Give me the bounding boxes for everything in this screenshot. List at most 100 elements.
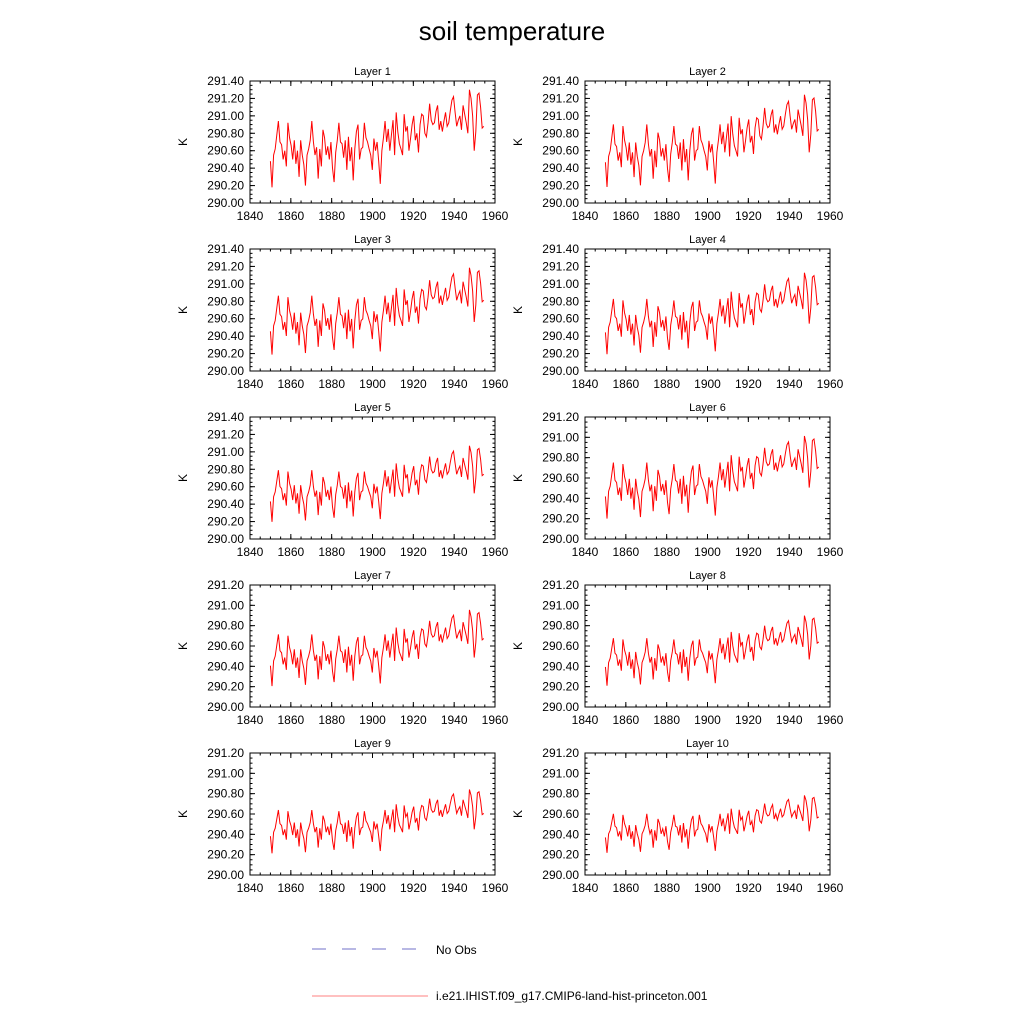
x-tick-label: 1960 (482, 713, 509, 727)
series-line (604, 272, 820, 355)
y-tick-label: 290.80 (207, 462, 244, 476)
x-tick-label: 1940 (441, 209, 468, 223)
x-tick-label: 1920 (400, 209, 427, 223)
panel-title: Layer 1 (354, 66, 391, 78)
x-tick-label: 1880 (653, 881, 680, 895)
legend-model-label: i.e21.IHIST.f09_g17.CMIP6-land-hist-prin… (436, 989, 708, 1003)
series-line (269, 609, 485, 687)
x-tick-label: 1840 (237, 713, 264, 727)
y-tick-label: 291.20 (207, 91, 244, 105)
y-tick-label: 290.20 (207, 347, 244, 361)
series-line (604, 795, 820, 853)
series-line (604, 435, 820, 519)
x-tick-label: 1880 (318, 713, 345, 727)
y-tick-label: 291.40 (542, 242, 579, 256)
x-tick-label: 1840 (572, 209, 599, 223)
panel-layer-9: Layer 9 290.00 290.20 290.40 290.60 290.80 291… (176, 738, 509, 895)
y-tick-label: 291.00 (542, 430, 579, 444)
y-tick-label: 290.60 (207, 480, 244, 494)
y-tick-label: 291.00 (542, 766, 579, 780)
x-tick-label: 1960 (817, 209, 844, 223)
y-tick-label: 291.40 (207, 410, 244, 424)
y-tick-label: 290.80 (207, 619, 244, 633)
plot-frame (249, 416, 496, 540)
x-tick-label: 1900 (694, 209, 721, 223)
y-tick-label: 290.40 (542, 161, 579, 175)
panel-title: Layer 4 (689, 234, 726, 246)
panel-layer-10: Layer 10 290.00 290.20 290.40 290.60 290.80 29… (511, 738, 844, 895)
x-tick-label: 1860 (277, 209, 304, 223)
y-tick-label: 290.00 (542, 700, 579, 714)
x-tick-label: 1840 (237, 545, 264, 559)
x-tick-label: 1860 (277, 881, 304, 895)
y-tick-label: 290.20 (207, 848, 244, 862)
x-tick-label: 1840 (237, 377, 264, 391)
y-tick-label: 291.00 (207, 109, 244, 123)
panel-layer-7: Layer 7 290.00 290.20 290.40 290.60 290.80 291… (176, 570, 509, 727)
panel-layer-6: Layer 6 290.00 290.20 290.40 290.60 290.80 291… (511, 402, 844, 559)
y-tick-label: 290.00 (207, 868, 244, 882)
x-tick-label: 1960 (482, 545, 509, 559)
x-tick-label: 1880 (653, 713, 680, 727)
y-tick-label: 290.40 (542, 329, 579, 343)
series-line (269, 89, 485, 188)
y-tick-label: 290.00 (207, 196, 244, 210)
y-tick-label: 290.40 (207, 497, 244, 511)
x-tick-label: 1960 (817, 881, 844, 895)
x-tick-label: 1920 (735, 209, 762, 223)
plot-frame (249, 248, 496, 372)
x-tick-label: 1900 (359, 209, 386, 223)
y-tick-label: 290.20 (542, 347, 579, 361)
y-axis-label: K (511, 474, 525, 482)
x-tick-label: 1840 (237, 209, 264, 223)
x-tick-label: 1920 (735, 713, 762, 727)
y-axis-label: K (511, 306, 525, 314)
plot-frame (249, 752, 496, 876)
y-tick-label: 291.40 (207, 242, 244, 256)
panel-title: Layer 8 (689, 570, 726, 582)
series-line (604, 94, 820, 187)
y-tick-label: 290.60 (542, 807, 579, 821)
y-tick-label: 291.20 (207, 427, 244, 441)
series-line (269, 789, 485, 854)
y-tick-label: 290.00 (207, 532, 244, 546)
x-tick-label: 1900 (359, 881, 386, 895)
x-tick-label: 1920 (400, 545, 427, 559)
x-tick-label: 1940 (776, 377, 803, 391)
panel-title: Layer 2 (689, 66, 726, 78)
y-axis-label: K (176, 474, 190, 482)
x-tick-label: 1860 (277, 545, 304, 559)
y-tick-label: 291.20 (207, 746, 244, 760)
y-tick-label: 290.00 (542, 868, 579, 882)
y-tick-label: 290.00 (542, 532, 579, 546)
y-tick-label: 291.40 (542, 74, 579, 88)
y-tick-label: 290.60 (207, 144, 244, 158)
y-tick-label: 290.40 (542, 491, 579, 505)
x-tick-label: 1960 (817, 377, 844, 391)
panel-layer-4: Layer 4 290.00 290.20 290.40 290.60 290.80 291… (511, 234, 844, 391)
x-tick-label: 1860 (277, 713, 304, 727)
x-tick-label: 1960 (482, 377, 509, 391)
plot-frame (584, 248, 831, 372)
y-tick-label: 290.80 (207, 294, 244, 308)
y-tick-label: 291.20 (542, 746, 579, 760)
x-tick-label: 1840 (572, 377, 599, 391)
y-axis-label: K (176, 810, 190, 818)
figure-title: soil temperature (419, 16, 605, 46)
y-tick-label: 291.20 (207, 259, 244, 273)
x-tick-label: 1900 (694, 881, 721, 895)
x-tick-label: 1960 (482, 209, 509, 223)
x-tick-label: 1840 (572, 881, 599, 895)
x-tick-label: 1860 (612, 881, 639, 895)
x-tick-label: 1840 (572, 545, 599, 559)
y-tick-label: 290.60 (207, 312, 244, 326)
y-tick-label: 290.40 (542, 659, 579, 673)
x-tick-label: 1880 (318, 881, 345, 895)
y-tick-label: 291.00 (542, 598, 579, 612)
y-tick-label: 290.60 (542, 471, 579, 485)
panel-title: Layer 9 (354, 738, 391, 750)
legend-no-obs-label: No Obs (436, 943, 477, 957)
x-tick-label: 1880 (653, 377, 680, 391)
x-tick-label: 1940 (441, 377, 468, 391)
